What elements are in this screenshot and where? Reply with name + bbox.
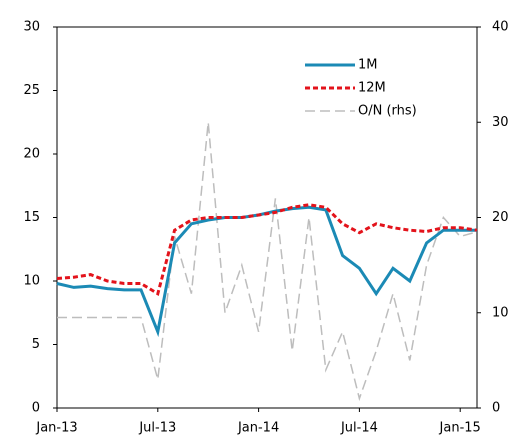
y2-tick-label: 0	[492, 401, 500, 416]
y-tick-label: 15	[23, 210, 40, 225]
legend-label: 12M	[358, 81, 386, 96]
y-tick-label: 30	[23, 20, 40, 35]
y2-tick-label: 40	[492, 20, 509, 35]
plot-frame	[56, 26, 478, 409]
y-tick-label: 0	[32, 401, 40, 416]
series-line	[57, 122, 478, 402]
x-tick-label: Jan-13	[35, 421, 77, 436]
y-tick-label: 20	[23, 147, 40, 162]
x-tick-label: Jul-14	[340, 421, 378, 436]
y-tick-label: 25	[23, 83, 40, 98]
legend-label: 1M	[358, 58, 378, 73]
series-line	[56, 205, 477, 338]
series-line	[56, 203, 478, 297]
legend-label: O/N (rhs)	[358, 104, 417, 119]
x-tick-label: Jul-13	[138, 421, 176, 436]
y2-tick-label: 10	[492, 305, 509, 320]
y-tick-label: 10	[23, 274, 40, 289]
x-tick-label: Jan-15	[439, 421, 481, 436]
y2-tick-label: 30	[492, 115, 509, 130]
x-tick-label: Jan-14	[237, 421, 279, 436]
y2-tick-label: 20	[492, 210, 509, 225]
y-tick-label: 5	[32, 337, 40, 352]
